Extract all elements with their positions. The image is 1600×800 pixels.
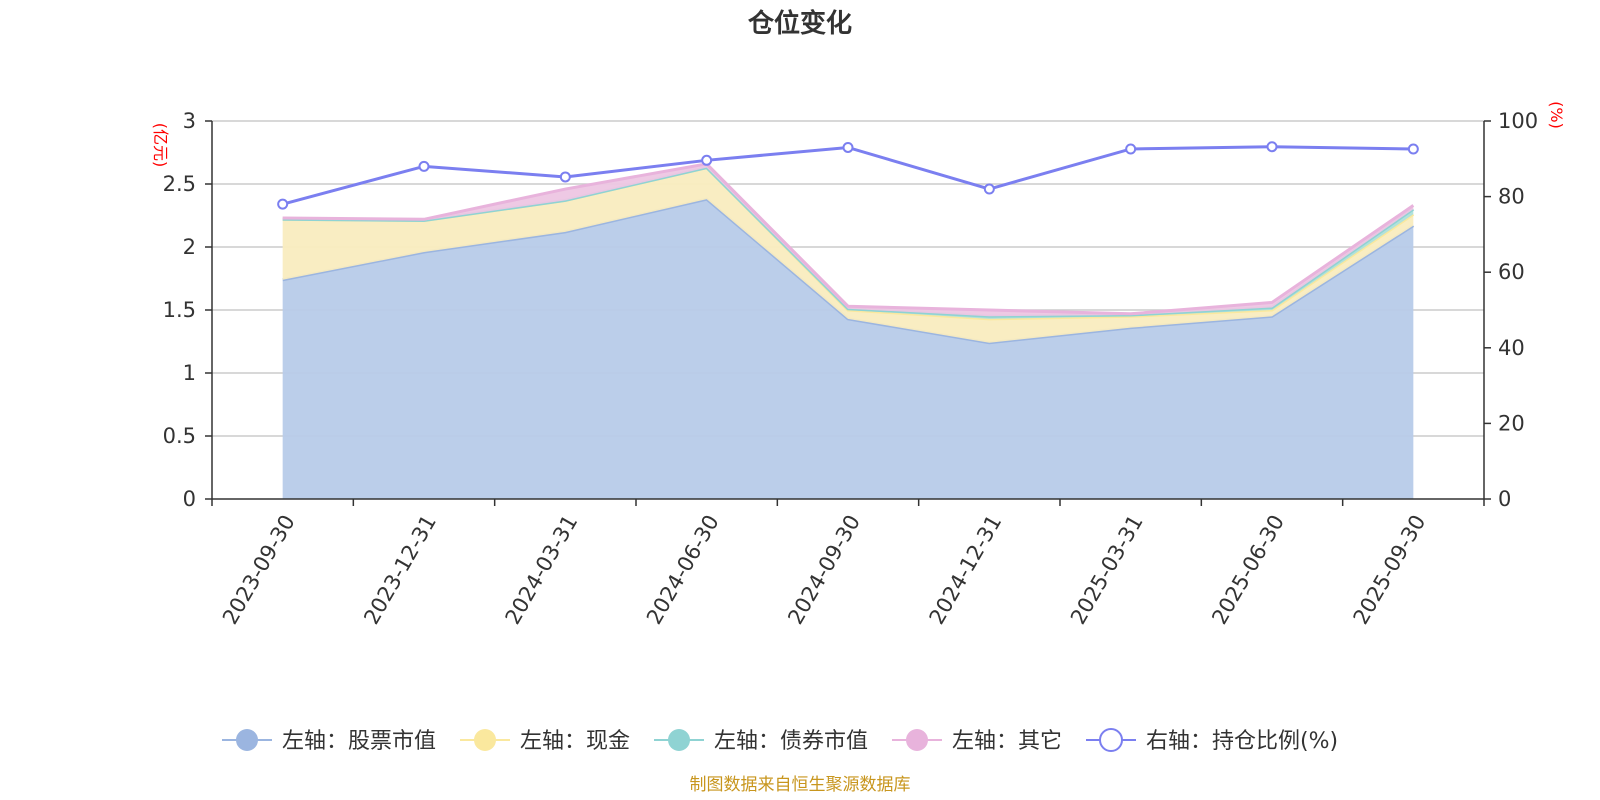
left-tick-label: 2 <box>183 235 196 259</box>
x-tick-label: 2025-09-30 <box>1349 511 1431 629</box>
ratio-point[interactable] <box>1266 141 1278 153</box>
ratio-point[interactable] <box>559 171 571 183</box>
x-tick-label: 2023-09-30 <box>218 511 300 629</box>
ratio-point[interactable] <box>1407 143 1419 155</box>
legend-item-1[interactable]: 左轴：现金 <box>460 729 630 754</box>
left-tick-label: 1 <box>183 361 196 385</box>
right-tick-label: 80 <box>1498 185 1525 209</box>
legend-label: 左轴：股票市值 <box>282 729 436 754</box>
x-tick-label: 2025-03-31 <box>1066 511 1148 629</box>
x-tick-label: 2024-09-30 <box>783 511 865 629</box>
ratio-point[interactable] <box>1125 143 1137 155</box>
area-0 <box>282 199 1414 499</box>
left-tick-label: 2.5 <box>163 172 196 196</box>
legend-label: 左轴：其它 <box>952 729 1062 754</box>
ratio-point[interactable] <box>418 160 430 172</box>
legend: 左轴：股票市值 左轴：现金 左轴：债券市值 左轴：其它 右轴：持仓比例(%) <box>222 728 1338 754</box>
left-tick-label: 0.5 <box>163 424 196 448</box>
chart-title: 仓位变化 <box>747 8 852 39</box>
legend-item-4[interactable]: 右轴：持仓比例(%) <box>1086 728 1338 754</box>
right-axis-unit: (%) <box>1547 101 1566 129</box>
legend-marker <box>474 729 496 751</box>
legend-marker <box>1099 728 1123 752</box>
x-tick-label: 2024-06-30 <box>642 511 724 629</box>
area-1 <box>282 167 1414 343</box>
area-edge-3 <box>282 162 1415 316</box>
stacked-areas <box>282 162 1415 499</box>
left-tick-label: 1.5 <box>163 298 196 322</box>
right-tick-label: 0 <box>1498 487 1511 511</box>
ratio-point[interactable] <box>842 141 854 153</box>
ratio-point[interactable] <box>983 183 995 195</box>
legend-item-3[interactable]: 左轴：其它 <box>892 729 1062 754</box>
x-tick-label: 2024-03-31 <box>501 511 583 629</box>
holding-ratio-line <box>277 141 1419 210</box>
legend-marker <box>668 729 690 751</box>
left-axis-unit: (亿元) <box>151 123 170 168</box>
x-tick-label: 2023-12-31 <box>359 511 441 629</box>
left-tick-label: 0 <box>183 487 196 511</box>
right-tick-label: 100 <box>1498 109 1538 133</box>
right-tick-label: 20 <box>1498 411 1525 435</box>
legend-marker <box>906 729 928 751</box>
ratio-point[interactable] <box>701 154 713 166</box>
x-tick-label: 2024-12-31 <box>925 511 1007 629</box>
left-tick-label: 3 <box>183 109 196 133</box>
legend-label: 左轴：债券市值 <box>714 729 868 754</box>
ratio-line-path <box>282 145 1414 206</box>
data-source-note: 制图数据来自恒生聚源数据库 <box>690 775 911 795</box>
right-tick-label: 40 <box>1498 336 1525 360</box>
ratio-point[interactable] <box>277 198 289 210</box>
legend-label: 右轴：持仓比例(%) <box>1146 729 1338 754</box>
x-tick-label: 2025-06-30 <box>1207 511 1289 629</box>
legend-item-0[interactable]: 左轴：股票市值 <box>222 729 436 754</box>
legend-marker <box>236 729 258 751</box>
legend-label: 左轴：现金 <box>520 729 630 754</box>
right-tick-label: 60 <box>1498 260 1525 284</box>
legend-item-2[interactable]: 左轴：债券市值 <box>654 729 868 754</box>
